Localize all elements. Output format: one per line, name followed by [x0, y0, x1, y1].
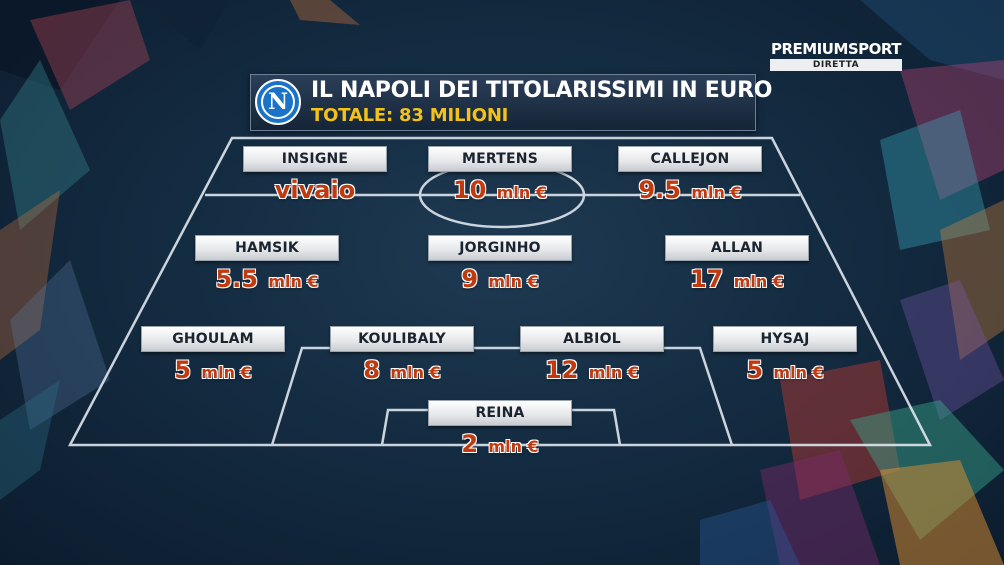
value-unit: mln €: [390, 363, 441, 382]
value-amount: 17: [689, 265, 724, 293]
player-name: CALLEJON: [618, 146, 762, 172]
live-badge: DIRETTA: [770, 59, 902, 71]
player-insigne: INSIGNE vivaio: [243, 146, 387, 204]
player-reina: REINA 2 mln €: [428, 400, 572, 458]
player-value: 9.5 mln €: [618, 176, 762, 204]
banner-subtitle: TOTALE: 83 MILIONI: [311, 105, 509, 126]
player-value: 9 mln €: [428, 265, 572, 293]
player-value: 17 mln €: [665, 265, 809, 293]
player-name: INSIGNE: [243, 146, 387, 172]
player-jorginho: JORGINHO 9 mln €: [428, 235, 572, 293]
player-name: KOULIBALY: [330, 326, 474, 352]
player-name: GHOULAM: [141, 326, 285, 352]
value-unit: mln €: [496, 183, 547, 202]
player-name: ALLAN: [665, 235, 809, 261]
value-amount: 9: [461, 265, 479, 293]
value-amount: 12: [544, 356, 579, 384]
player-value: vivaio: [243, 176, 387, 204]
player-name: HYSAJ: [713, 326, 857, 352]
value-amount: 9.5: [638, 176, 681, 204]
player-hamsik: HAMSIK 5.5 mln €: [195, 235, 339, 293]
value-amount: 2: [461, 430, 479, 458]
value-unit: mln €: [201, 363, 252, 382]
value-unit: mln €: [773, 363, 824, 382]
value-amount: 10: [452, 176, 487, 204]
player-value: 2 mln €: [428, 430, 572, 458]
value-unit: mln €: [588, 363, 639, 382]
channel-name: PREMIUMSPORT: [770, 40, 902, 58]
player-value: 8 mln €: [330, 356, 474, 384]
player-name: MERTENS: [428, 146, 572, 172]
banner-title: IL NAPOLI DEI TITOLARISSIMI IN EURO: [311, 78, 773, 103]
player-allan: ALLAN 17 mln €: [665, 235, 809, 293]
value-unit: mln €: [733, 272, 784, 291]
player-value: 12 mln €: [520, 356, 664, 384]
player-callejon: CALLEJON 9.5 mln €: [618, 146, 762, 204]
value-unit: mln €: [268, 272, 319, 291]
player-albiol: ALBIOL 12 mln €: [520, 326, 664, 384]
pitch-outline: [67, 136, 933, 447]
player-value: 5 mln €: [713, 356, 857, 384]
value-amount: 5.5: [215, 265, 258, 293]
player-ghoulam: GHOULAM 5 mln €: [141, 326, 285, 384]
value-amount: 5: [174, 356, 192, 384]
title-banner: N IL NAPOLI DEI TITOLARISSIMI IN EURO TO…: [250, 74, 772, 131]
value-unit: mln €: [488, 437, 539, 456]
player-name: ALBIOL: [520, 326, 664, 352]
player-name: JORGINHO: [428, 235, 572, 261]
player-value: 10 mln €: [428, 176, 572, 204]
value-amount: 5: [746, 356, 764, 384]
crest-letter: N: [261, 85, 295, 119]
value-unit: mln €: [488, 272, 539, 291]
value-amount: vivaio: [274, 176, 356, 204]
player-name: REINA: [428, 400, 572, 426]
value-amount: 8: [363, 356, 381, 384]
value-unit: mln €: [691, 183, 742, 202]
player-value: 5 mln €: [141, 356, 285, 384]
player-hysaj: HYSAJ 5 mln €: [713, 326, 857, 384]
player-name: HAMSIK: [195, 235, 339, 261]
player-koulibaly: KOULIBALY 8 mln €: [330, 326, 474, 384]
channel-logo: PREMIUMSPORT DIRETTA: [770, 40, 902, 71]
player-mertens: MERTENS 10 mln €: [428, 146, 572, 204]
player-value: 5.5 mln €: [195, 265, 339, 293]
napoli-crest-icon: N: [255, 79, 301, 125]
penalty-box: [270, 346, 734, 446]
